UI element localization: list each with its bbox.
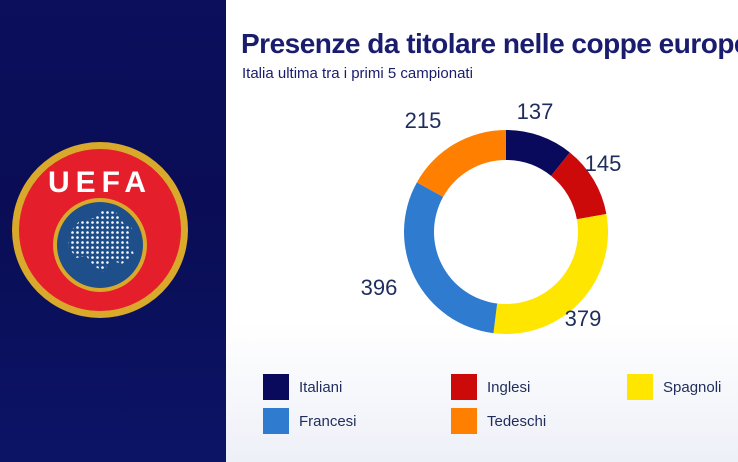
donut-slice-inglesi <box>551 152 607 220</box>
legend-swatch <box>627 374 653 400</box>
legend-label: Italiani <box>299 378 343 396</box>
legend-item-francesi: Francesi <box>263 406 357 436</box>
legend-swatch <box>263 374 289 400</box>
legend-label: Spagnoli <box>663 378 722 396</box>
uefa-logo: UEFA <box>12 142 188 318</box>
donut-slice-spagnoli <box>493 213 608 334</box>
legend-item-inglesi: Inglesi <box>451 372 530 402</box>
donut-slice-tedeschi <box>416 130 506 197</box>
legend-label: Francesi <box>299 412 357 430</box>
data-label-tedeschi: 215 <box>405 108 442 133</box>
legend-label: Tedeschi <box>487 412 547 430</box>
logo-text: UEFA <box>48 166 152 199</box>
donut-slice-italiani <box>506 130 570 176</box>
data-label-francesi: 396 <box>361 275 398 300</box>
legend-swatch <box>451 408 477 434</box>
legend-label: Inglesi <box>487 378 531 396</box>
legend-item-tedeschi: Tedeschi <box>451 406 546 436</box>
donut-slice-francesi <box>403 182 498 334</box>
legend-item-spagnoli: Spagnoli <box>627 372 721 402</box>
data-label-inglesi: 145 <box>585 151 622 176</box>
chart-title: Presenze da titolare nelle coppe europee <box>241 28 738 59</box>
data-label-italiani: 137 <box>517 99 554 124</box>
data-label-spagnoli: 379 <box>565 306 602 331</box>
legend-swatch <box>263 408 289 434</box>
legend-item-italiani: Italiani <box>263 372 342 402</box>
legend-swatch <box>451 374 477 400</box>
chart-subtitle: Italia ultima tra i primi 5 campionati <box>242 65 473 82</box>
